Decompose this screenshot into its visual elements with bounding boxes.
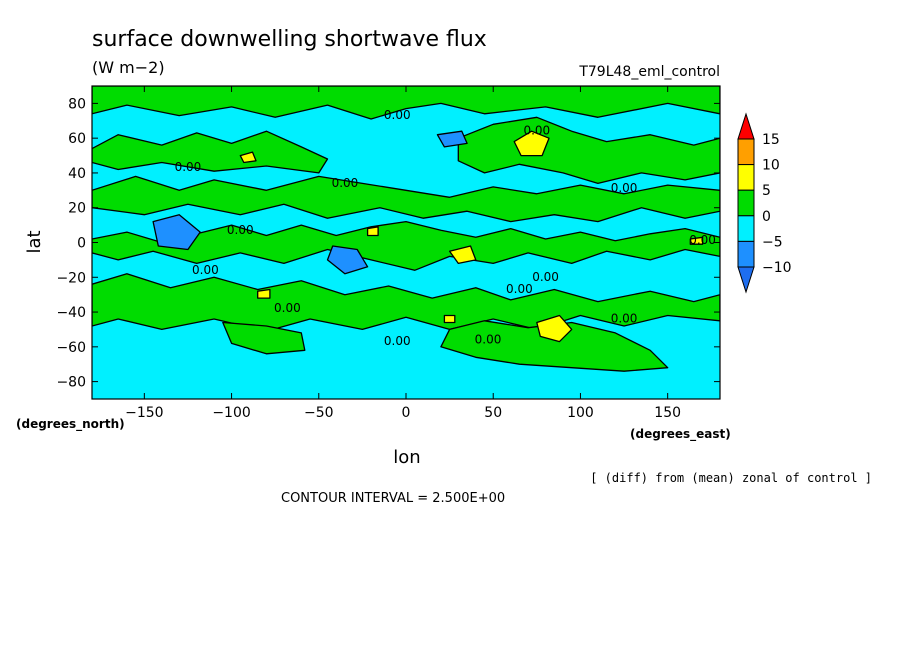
chart-title: surface downwelling shortwave flux bbox=[92, 27, 487, 52]
contour-label: 0.00 bbox=[475, 332, 502, 346]
contour-region-18 bbox=[689, 236, 704, 245]
colorbar-segment bbox=[737, 189, 755, 217]
colorbar-label: −5 bbox=[762, 234, 783, 250]
x-axis-ticks: −150 −100 −50 0 50 100 150 bbox=[125, 86, 681, 421]
plot-area: 0.000.000.000.00 0.000.000.000.00 0.000.00… bbox=[92, 86, 720, 399]
contour-region-6 bbox=[440, 320, 669, 372]
contour-label: 0.00 bbox=[611, 311, 638, 325]
contour-regions bbox=[92, 86, 720, 372]
y-tick-label: −60 bbox=[56, 340, 86, 356]
comparison-note: [ (diff) from (mean) zonal of control ] bbox=[590, 471, 872, 485]
contour-label: 0.00 bbox=[175, 160, 202, 174]
x-tick-label: 150 bbox=[654, 405, 681, 421]
colorbar-label: 5 bbox=[762, 183, 771, 199]
chart-units: (W m−2) bbox=[92, 58, 165, 77]
colorbar-label: −10 bbox=[762, 260, 792, 276]
contour-region-11 bbox=[513, 130, 550, 157]
contour-region-10 bbox=[436, 130, 468, 148]
colorbar-label: 15 bbox=[762, 132, 780, 148]
contour-region-14 bbox=[239, 151, 257, 164]
x-tick-label: −150 bbox=[125, 405, 163, 421]
contour-label: 0.00 bbox=[227, 223, 254, 237]
y-tick-label: 20 bbox=[68, 201, 86, 217]
contour-interval: CONTOUR INTERVAL = 2.500E+00 bbox=[281, 491, 505, 506]
colorbar-arrow-top bbox=[737, 112, 755, 140]
contour-label: 0.00 bbox=[192, 263, 219, 277]
y-unit-label: (degrees_north) bbox=[16, 417, 125, 432]
contour-label: 0.00 bbox=[384, 108, 411, 122]
x-tick-label: 0 bbox=[402, 405, 411, 421]
contour-region-16 bbox=[366, 226, 379, 237]
y-tick-label: 80 bbox=[68, 96, 86, 112]
contour-region-1 bbox=[92, 130, 329, 174]
colorbar-segment bbox=[737, 138, 755, 166]
contour-region-13 bbox=[448, 245, 477, 265]
contour-region-17 bbox=[443, 314, 456, 324]
y-tick-label: 0 bbox=[77, 236, 86, 252]
y-tick-label: −80 bbox=[56, 375, 86, 391]
contour-label: 0.00 bbox=[384, 334, 411, 348]
x-tick-label: −100 bbox=[212, 405, 250, 421]
contour-label: 0.00 bbox=[274, 301, 301, 315]
contour-region-8 bbox=[152, 214, 201, 251]
x-tick-label: 50 bbox=[484, 405, 502, 421]
y-tick-label: −20 bbox=[56, 270, 86, 286]
x-tick-label: 100 bbox=[567, 405, 594, 421]
contour-label: 0.00 bbox=[532, 270, 559, 284]
contour-region-3 bbox=[92, 175, 720, 223]
colorbar-arrow-bottom bbox=[737, 266, 755, 294]
colorbar: 15 10 5 0 −5 −10 bbox=[737, 112, 792, 294]
contour-label: 0.00 bbox=[332, 176, 359, 190]
colorbar-segment bbox=[737, 240, 755, 268]
y-tick-label: 60 bbox=[68, 131, 86, 147]
y-axis-label: lat bbox=[24, 230, 45, 253]
contour-region-7 bbox=[222, 321, 306, 355]
contour-region-4 bbox=[92, 220, 720, 271]
contour-labels: 0.000.000.000.00 0.000.000.000.00 0.000.00… bbox=[175, 108, 716, 348]
contour-region-2 bbox=[457, 116, 720, 185]
y-tick-label: −40 bbox=[56, 305, 86, 321]
contour-label: 0.00 bbox=[523, 124, 550, 138]
contour-label: 0.00 bbox=[611, 181, 638, 195]
contour-region-0 bbox=[92, 86, 720, 120]
contour-label: 0.00 bbox=[689, 233, 716, 247]
run-name: T79L48_eml_control bbox=[578, 64, 720, 80]
contour-region-9 bbox=[326, 245, 369, 275]
x-tick-label: −50 bbox=[304, 405, 334, 421]
colorbar-label: 0 bbox=[762, 209, 771, 225]
y-axis-ticks: 80 60 40 20 0 −20 −40 −60 −80 bbox=[56, 96, 720, 391]
y-tick-label: 40 bbox=[68, 166, 86, 182]
colorbar-segment bbox=[737, 164, 755, 191]
contour-region-15 bbox=[257, 288, 271, 299]
x-unit-label: (degrees_east) bbox=[630, 427, 731, 442]
contour-region-12 bbox=[536, 314, 573, 343]
contour-label: 0.00 bbox=[506, 282, 533, 296]
colorbar-label: 10 bbox=[762, 158, 780, 174]
colorbar-segment bbox=[737, 215, 755, 242]
x-axis-label: lon bbox=[393, 447, 420, 468]
